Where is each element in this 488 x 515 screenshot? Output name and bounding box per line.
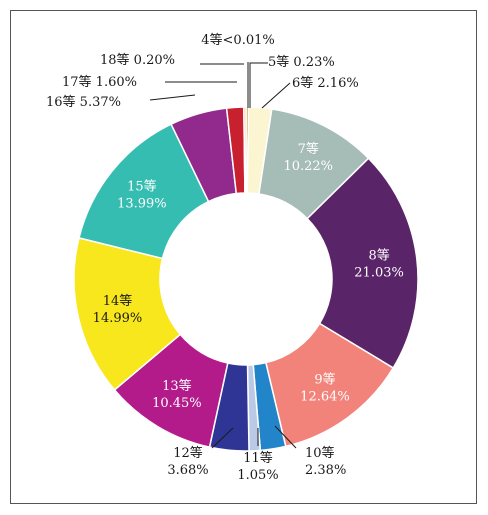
slice-label-4: 4等<0.01% <box>201 32 274 48</box>
leader-line-6 <box>261 82 291 109</box>
slice-label-6: 6等 2.16% <box>292 75 359 91</box>
slice-label-13: 13等 10.45% <box>152 378 202 411</box>
leader-line-16 <box>149 94 196 101</box>
chart-frame <box>10 10 477 504</box>
slice-label-15: 15等 13.99% <box>117 179 167 212</box>
slice-18 <box>243 106 247 194</box>
slice-label-7: 7等 10.22% <box>283 141 333 174</box>
slice-label-11: 11等 1.05% <box>237 450 278 483</box>
slice-label-18: 18等 0.20% <box>100 52 175 68</box>
leader-line-5 <box>249 62 268 108</box>
leader-line-12 <box>211 427 234 449</box>
slice-label-16: 16等 5.37% <box>46 94 121 110</box>
leader-line-10 <box>274 425 297 449</box>
slice-label-17: 17等 1.60% <box>62 74 137 90</box>
slice-label-8: 8等 21.03% <box>354 247 404 280</box>
slice-8 <box>306 157 419 369</box>
slice-label-5: 5等 0.23% <box>268 54 335 70</box>
slice-label-14: 14等 14.99% <box>93 293 143 326</box>
slice-label-9: 9等 12.64% <box>300 371 350 404</box>
slice-label-10: 10等 2.38% <box>305 445 346 478</box>
slice-label-12: 12等 3.68% <box>167 445 208 478</box>
